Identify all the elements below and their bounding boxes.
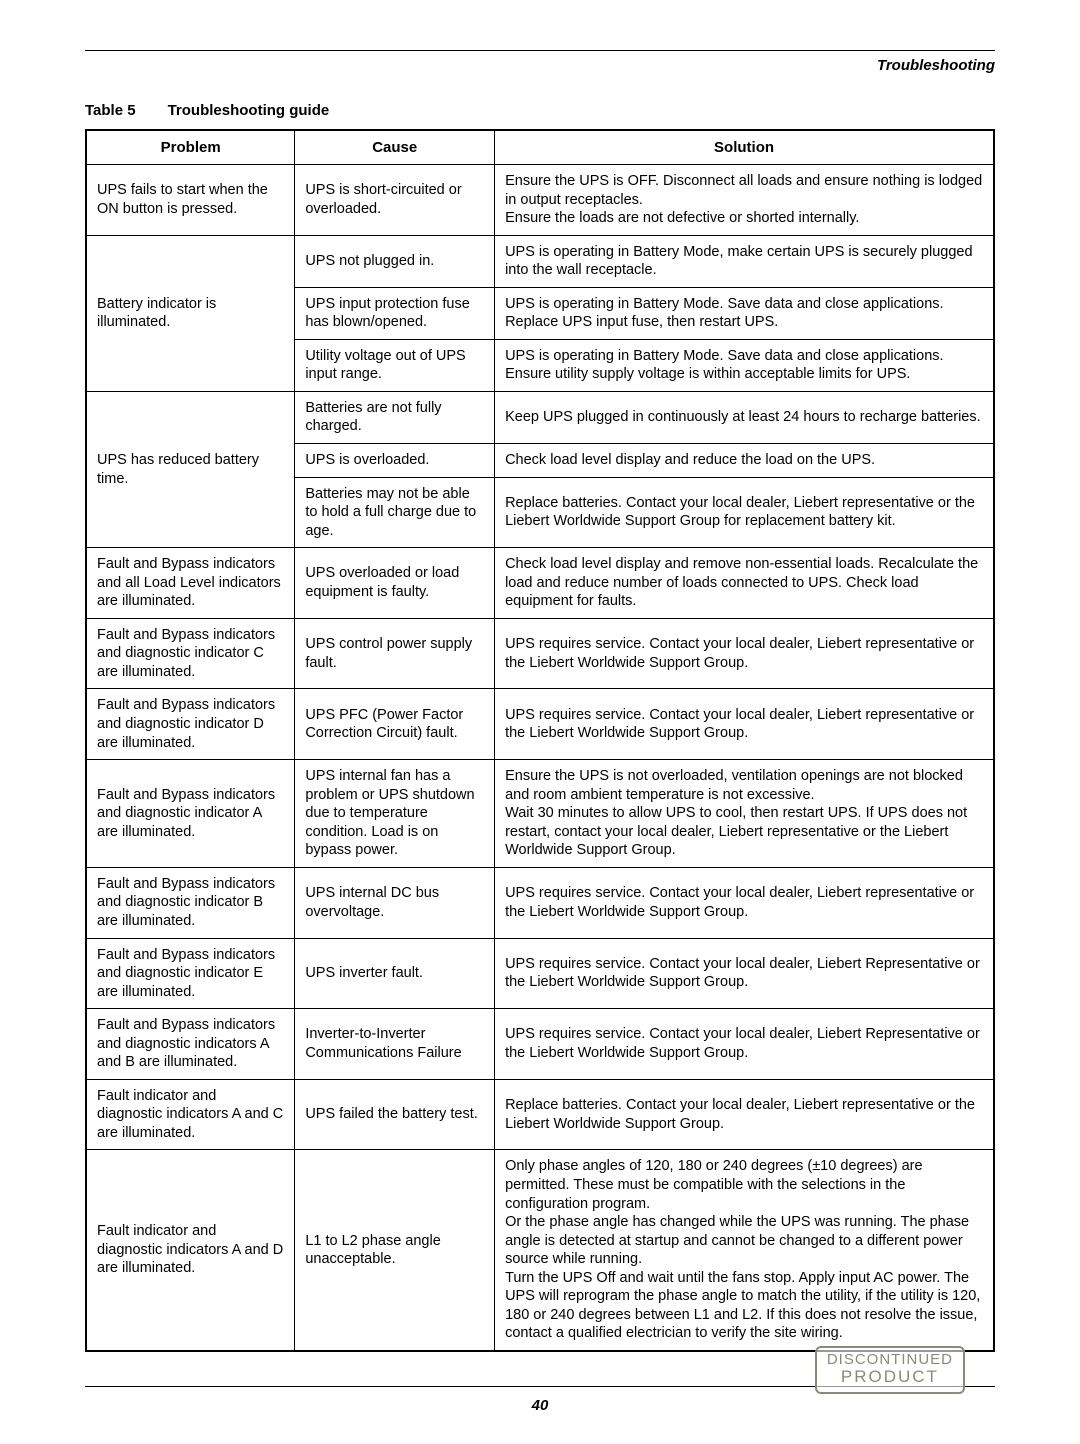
cell-solution: UPS is operating in Battery Mode. Save d… — [495, 287, 994, 339]
cell-cause: UPS is short-circuited or overloaded. — [295, 165, 495, 236]
section-header: Troubleshooting — [85, 57, 995, 74]
cell-solution: UPS requires service. Contact your local… — [495, 1009, 994, 1080]
cell-cause: UPS internal fan has a problem or UPS sh… — [295, 760, 495, 868]
cell-solution: Replace batteries. Contact your local de… — [495, 477, 994, 548]
col-header-problem: Problem — [86, 130, 295, 165]
table-title: Troubleshooting guide — [168, 102, 330, 119]
cell-solution: Check load level display and reduce the … — [495, 444, 994, 478]
cell-problem: Fault and Bypass indicators and diagnost… — [86, 689, 295, 760]
table-row: Fault indicator and diagnostic indicator… — [86, 1150, 994, 1351]
cell-solution: UPS requires service. Contact your local… — [495, 689, 994, 760]
table-caption: Table 5 Troubleshooting guide — [85, 102, 995, 119]
table-header-row: Problem Cause Solution — [86, 130, 994, 165]
table-row: Fault and Bypass indicators and diagnost… — [86, 938, 994, 1009]
cell-cause: UPS PFC (Power Factor Correction Circuit… — [295, 689, 495, 760]
cell-cause: UPS internal DC bus overvoltage. — [295, 867, 495, 938]
cell-solution: Check load level display and remove non-… — [495, 548, 994, 619]
cell-cause: Batteries are not fully charged. — [295, 391, 495, 443]
cell-cause: UPS is overloaded. — [295, 444, 495, 478]
stamp-line1: DISCONTINUED — [827, 1352, 953, 1368]
table-row: UPS has reduced battery time.Batteries a… — [86, 391, 994, 443]
cell-problem: Fault indicator and diagnostic indicator… — [86, 1079, 295, 1150]
cell-problem: UPS has reduced battery time. — [86, 391, 295, 547]
cell-problem: Fault and Bypass indicators and diagnost… — [86, 867, 295, 938]
stamp-line2: PRODUCT — [827, 1368, 953, 1386]
cell-cause: Batteries may not be able to hold a full… — [295, 477, 495, 548]
cell-cause: L1 to L2 phase angle unacceptable. — [295, 1150, 495, 1351]
table-number: Table 5 — [85, 102, 136, 119]
table-row: Fault and Bypass indicators and diagnost… — [86, 1009, 994, 1080]
cell-cause: UPS not plugged in. — [295, 235, 495, 287]
col-header-cause: Cause — [295, 130, 495, 165]
cell-solution: Ensure the UPS is not overloaded, ventil… — [495, 760, 994, 868]
troubleshooting-table: Problem Cause Solution UPS fails to star… — [85, 129, 995, 1352]
table-body: UPS fails to start when the ON button is… — [86, 165, 994, 1351]
cell-problem: UPS fails to start when the ON button is… — [86, 165, 295, 236]
table-row: Fault indicator and diagnostic indicator… — [86, 1079, 994, 1150]
cell-solution: UPS requires service. Contact your local… — [495, 618, 994, 689]
cell-cause: UPS failed the battery test. — [295, 1079, 495, 1150]
col-header-solution: Solution — [495, 130, 994, 165]
table-row: Fault and Bypass indicators and diagnost… — [86, 760, 994, 868]
cell-problem: Fault indicator and diagnostic indicator… — [86, 1150, 295, 1351]
cell-cause: Utility voltage out of UPS input range. — [295, 339, 495, 391]
cell-solution: Only phase angles of 120, 180 or 240 deg… — [495, 1150, 994, 1351]
cell-problem: Battery indicator is illuminated. — [86, 235, 295, 391]
table-row: Fault and Bypass indicators and diagnost… — [86, 618, 994, 689]
page-number: 40 — [85, 1397, 995, 1414]
cell-problem: Fault and Bypass indicators and all Load… — [86, 548, 295, 619]
cell-problem: Fault and Bypass indicators and diagnost… — [86, 938, 295, 1009]
cell-problem: Fault and Bypass indicators and diagnost… — [86, 760, 295, 868]
table-row: Fault and Bypass indicators and diagnost… — [86, 867, 994, 938]
cell-solution: Replace batteries. Contact your local de… — [495, 1079, 994, 1150]
table-row: Fault and Bypass indicators and diagnost… — [86, 689, 994, 760]
cell-problem: Fault and Bypass indicators and diagnost… — [86, 1009, 295, 1080]
cell-solution: UPS is operating in Battery Mode. Save d… — [495, 339, 994, 391]
cell-cause: UPS inverter fault. — [295, 938, 495, 1009]
cell-solution: Keep UPS plugged in continuously at leas… — [495, 391, 994, 443]
cell-problem: Fault and Bypass indicators and diagnost… — [86, 618, 295, 689]
top-rule — [85, 50, 995, 51]
table-row: Battery indicator is illuminated.UPS not… — [86, 235, 994, 287]
cell-cause: UPS overloaded or load equipment is faul… — [295, 548, 495, 619]
cell-solution: Ensure the UPS is OFF. Disconnect all lo… — [495, 165, 994, 236]
discontinued-stamp: DISCONTINUED PRODUCT — [815, 1346, 965, 1394]
cell-cause: UPS control power supply fault. — [295, 618, 495, 689]
cell-cause: UPS input protection fuse has blown/open… — [295, 287, 495, 339]
cell-cause: Inverter-to-Inverter Communications Fail… — [295, 1009, 495, 1080]
cell-solution: UPS is operating in Battery Mode, make c… — [495, 235, 994, 287]
table-row: UPS fails to start when the ON button is… — [86, 165, 994, 236]
cell-solution: UPS requires service. Contact your local… — [495, 867, 994, 938]
table-row: Fault and Bypass indicators and all Load… — [86, 548, 994, 619]
cell-solution: UPS requires service. Contact your local… — [495, 938, 994, 1009]
